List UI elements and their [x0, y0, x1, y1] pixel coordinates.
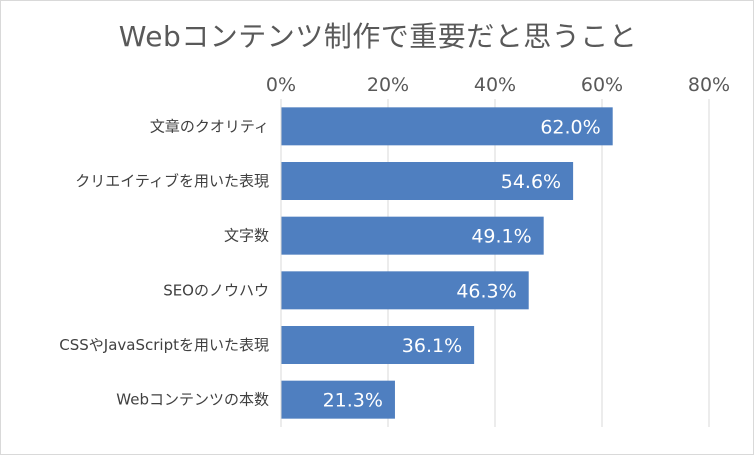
- bar: [281, 271, 529, 310]
- x-tick-label: 0%: [266, 74, 296, 96]
- bar: [281, 216, 544, 255]
- category-label: 文字数: [224, 227, 269, 245]
- x-tick-label: 80%: [688, 74, 730, 96]
- category-label: Webコンテンツの本数: [116, 391, 269, 409]
- data-label: 21.3%: [323, 390, 383, 412]
- category-label: 文章のクオリティ: [150, 117, 269, 135]
- data-label: 46.3%: [456, 280, 516, 302]
- bar: [281, 380, 395, 419]
- x-tick-label: 40%: [474, 74, 516, 96]
- bar: [281, 326, 475, 364]
- x-tick-label: 20%: [367, 74, 409, 96]
- bar: [281, 162, 574, 200]
- bar: [281, 107, 613, 146]
- category-label: CSSやJavaScriptを用いた表現: [59, 336, 269, 354]
- data-label: 62.0%: [540, 116, 600, 138]
- data-label: 49.1%: [471, 226, 531, 248]
- chart-title: Webコンテンツ制作で重要だと思うこと: [118, 20, 638, 53]
- x-tick-label: 60%: [581, 74, 623, 96]
- category-label: クリエイティブを用いた表現: [75, 172, 269, 190]
- category-label: SEOのノウハウ: [163, 281, 269, 299]
- data-label: 36.1%: [402, 335, 462, 357]
- data-label: 54.6%: [501, 171, 561, 193]
